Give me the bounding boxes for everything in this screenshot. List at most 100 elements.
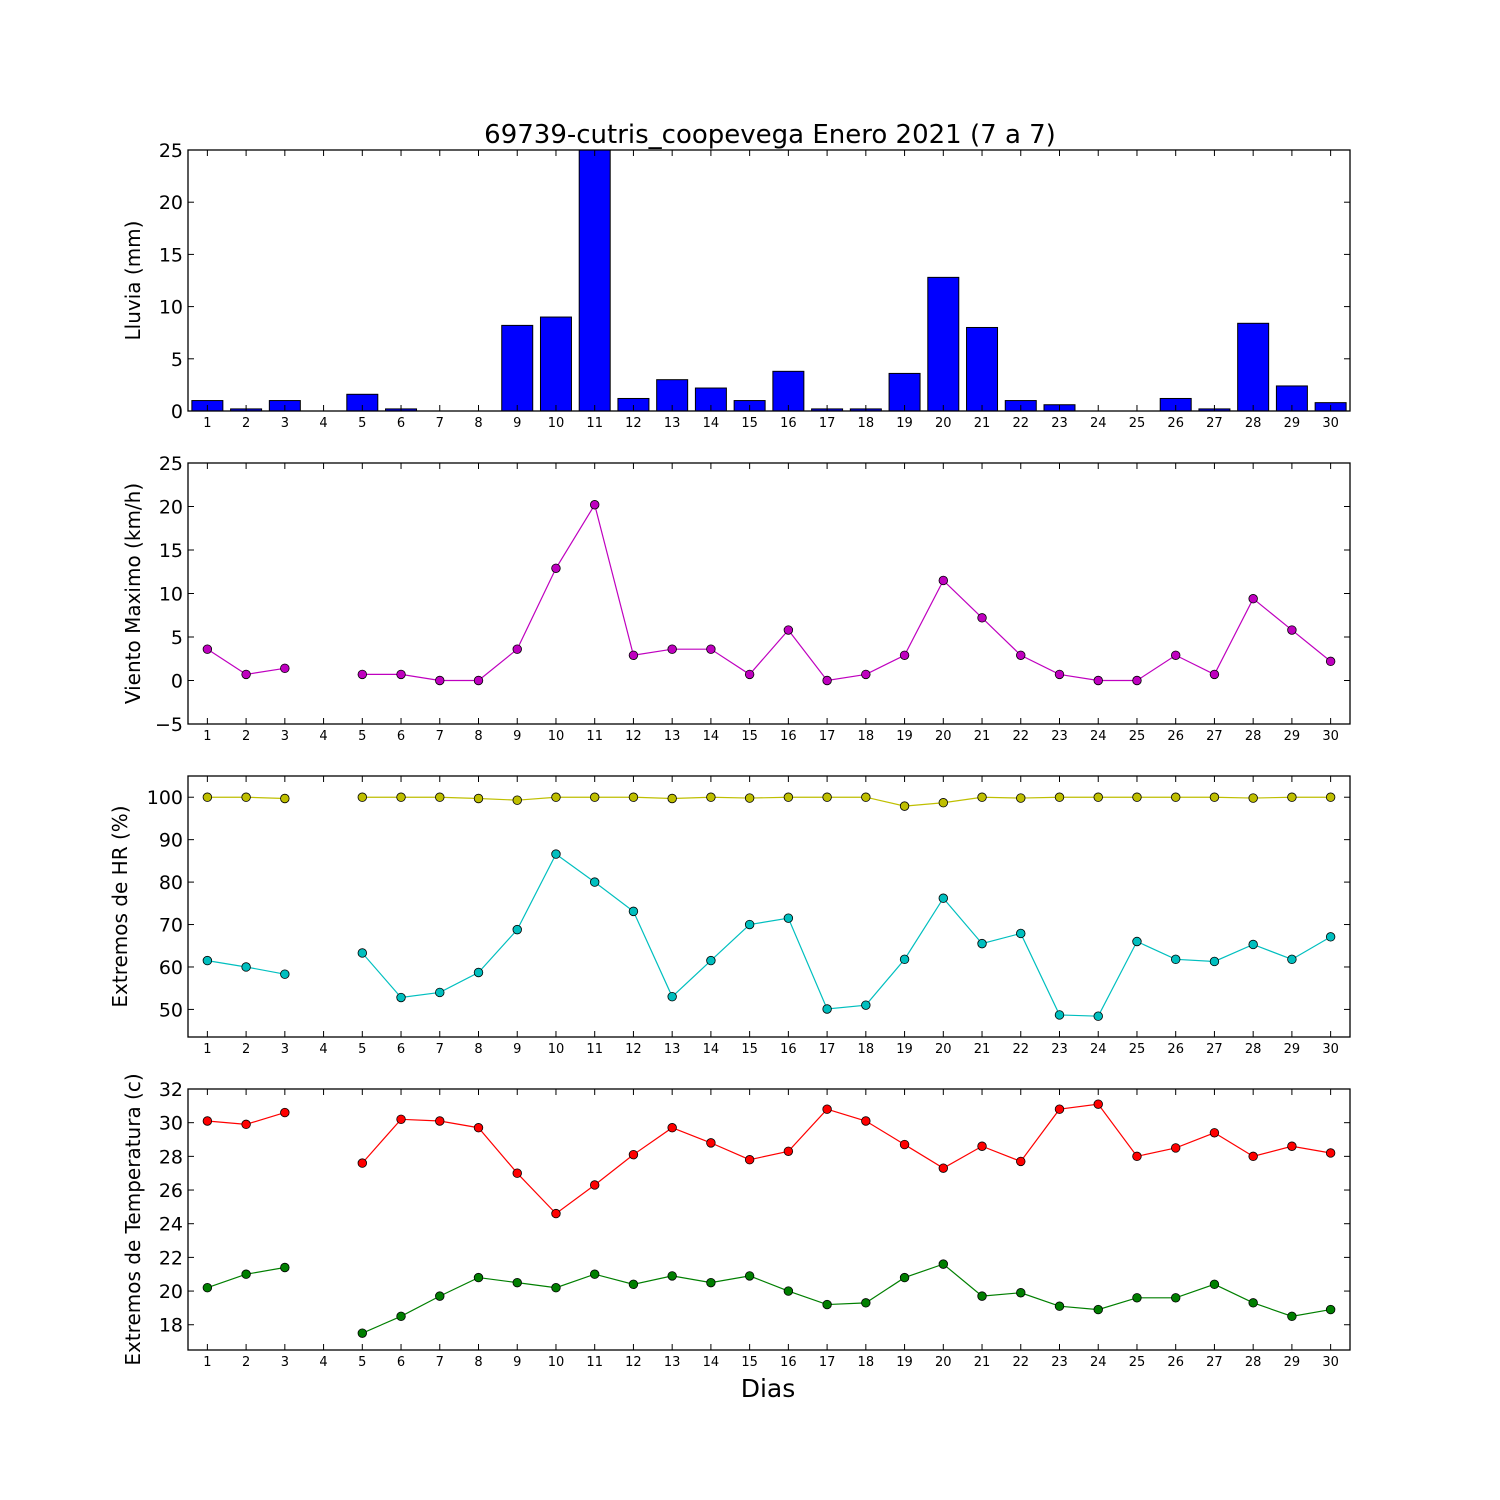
point-series-2-day-11 — [590, 1269, 600, 1279]
x-tick-label: 26 — [1167, 416, 1184, 431]
point-series-1-day-5 — [357, 669, 368, 680]
point-series-1-day-22 — [1016, 793, 1026, 803]
x-tick-label: 1 — [203, 729, 211, 744]
y-tick-label: 100 — [147, 787, 183, 809]
point-series-1-day-3 — [280, 1107, 290, 1118]
point-series-1-day-6 — [396, 669, 406, 680]
x-tick-label: 15 — [741, 1355, 758, 1370]
point-series-1-day-25 — [1132, 792, 1142, 802]
x-tick-label: 30 — [1322, 1042, 1339, 1057]
point-series-2-day-10 — [551, 1282, 561, 1293]
point-series-2-day-29 — [1287, 954, 1297, 965]
x-tick-label: 25 — [1129, 416, 1146, 431]
point-series-1-day-7 — [435, 675, 445, 686]
x-tick-label: 28 — [1245, 416, 1262, 431]
point-series-1-day-12 — [628, 1149, 639, 1160]
point-series-1-day-17 — [822, 792, 832, 802]
point-series-2-day-15 — [744, 919, 755, 930]
x-tick-label: 27 — [1206, 1042, 1223, 1057]
x-tick-label: 13 — [664, 416, 681, 431]
y-tick-label: 22 — [159, 1247, 183, 1269]
point-series-1-day-20 — [938, 798, 949, 808]
x-tick-label: 26 — [1167, 1355, 1184, 1370]
x-tick-label: 5 — [358, 1355, 366, 1370]
x-tick-label: 11 — [586, 1355, 603, 1370]
x-tick-label: 19 — [896, 416, 913, 431]
panel-4: Extremos de Temperatura (c) 1820222426283… — [121, 1073, 1351, 1370]
point-series-1-day-30 — [1325, 792, 1336, 802]
x-tick-label: 29 — [1284, 1355, 1301, 1370]
point-series-1-day-9 — [512, 795, 522, 805]
point-series-1-day-30 — [1325, 1148, 1336, 1158]
x-tick-label: 23 — [1051, 1042, 1068, 1057]
x-tick-label: 19 — [896, 729, 913, 744]
point-series-2-day-15 — [744, 1271, 755, 1281]
x-tick-label: 20 — [935, 1355, 952, 1370]
y-axis-label: Lluvia (mm) — [121, 221, 145, 341]
x-tick-label: 14 — [703, 416, 720, 431]
point-series-1-day-28 — [1248, 793, 1258, 803]
point-series-2-day-26 — [1170, 1293, 1181, 1303]
x-tick-label: 30 — [1322, 416, 1339, 431]
point-series-2-day-1 — [202, 1282, 213, 1293]
point-series-2-day-25 — [1132, 936, 1142, 947]
axes-frame — [187, 1088, 1351, 1351]
y-tick-label: −5 — [155, 714, 183, 736]
point-series-2-day-17 — [822, 1299, 832, 1310]
x-tick-label: 26 — [1167, 1042, 1184, 1057]
point-series-1-day-29 — [1287, 792, 1297, 802]
point-series-2-day-8 — [473, 967, 484, 978]
x-tick-label: 18 — [858, 416, 875, 431]
y-tick-label: 80 — [159, 872, 183, 894]
x-tick-label: 21 — [974, 1355, 991, 1370]
point-series-1-day-9 — [512, 1168, 522, 1178]
point-series-2-day-21 — [977, 938, 987, 949]
x-tick-label: 8 — [474, 416, 482, 431]
point-series-1-day-23 — [1054, 1104, 1065, 1114]
x-tick-label: 15 — [741, 729, 758, 744]
point-series-1-day-13 — [667, 793, 677, 804]
point-series-2-day-21 — [977, 1291, 987, 1301]
x-tick-label: 12 — [625, 1042, 642, 1057]
x-tick-label: 19 — [896, 1042, 913, 1057]
x-tick-label: 2 — [242, 729, 250, 744]
x-tick-label: 1 — [203, 1355, 211, 1370]
point-series-1-day-2 — [241, 792, 251, 802]
point-series-1-day-21 — [977, 1141, 987, 1151]
x-tick-label: 11 — [586, 416, 603, 431]
x-tick-label: 6 — [397, 1355, 405, 1370]
x-tick-label: 23 — [1051, 416, 1068, 431]
point-series-1-day-28 — [1248, 1151, 1258, 1162]
x-tick-label: 4 — [319, 1355, 327, 1370]
point-series-2-day-29 — [1287, 1311, 1297, 1322]
y-tick-label: 50 — [159, 999, 183, 1021]
point-series-2-day-7 — [435, 987, 445, 998]
x-tick-label: 22 — [1012, 729, 1029, 744]
x-tick-label: 26 — [1167, 729, 1184, 744]
x-tick-label: 30 — [1322, 729, 1339, 744]
point-series-2-day-5 — [357, 1328, 368, 1338]
point-series-1-day-6 — [396, 1114, 406, 1125]
x-tick-label: 22 — [1012, 1042, 1029, 1057]
point-series-1-day-2 — [241, 669, 251, 680]
point-series-1-day-27 — [1209, 1128, 1220, 1138]
point-series-1-day-14 — [706, 1138, 716, 1148]
point-series-1-day-1 — [202, 1116, 213, 1126]
y-tick-label: 25 — [159, 140, 183, 162]
x-tick-label: 7 — [436, 416, 444, 431]
point-series-1-day-8 — [473, 1123, 484, 1133]
point-series-1-day-5 — [357, 792, 368, 802]
bar-day-28 — [1237, 322, 1270, 412]
x-tick-label: 3 — [281, 729, 289, 744]
point-series-1-day-7 — [435, 1116, 445, 1126]
y-tick-label: 28 — [159, 1146, 183, 1168]
x-tick-label: 7 — [436, 1355, 444, 1370]
point-series-2-day-8 — [473, 1272, 484, 1283]
x-tick-label: 12 — [625, 416, 642, 431]
point-series-1-day-24 — [1093, 675, 1103, 686]
x-tick-label: 24 — [1090, 416, 1107, 431]
point-series-1-day-18 — [861, 669, 871, 680]
x-tick-label: 18 — [858, 729, 875, 744]
point-series-1-day-24 — [1093, 1099, 1103, 1109]
